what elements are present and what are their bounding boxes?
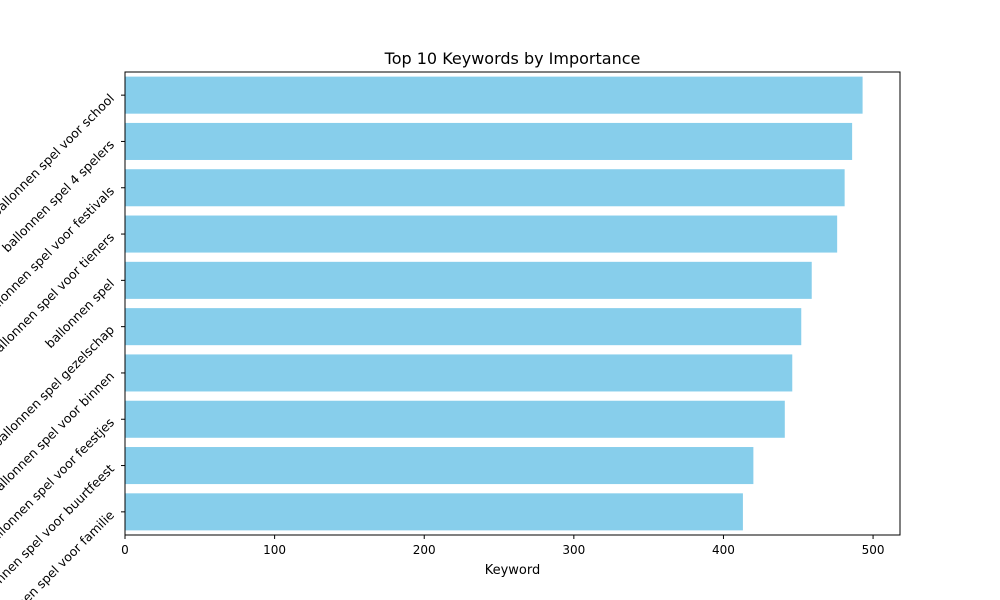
x-tick-label: 0 xyxy=(121,543,129,557)
bar-1 xyxy=(125,76,863,114)
x-tick-label: 200 xyxy=(413,543,436,557)
bar-5 xyxy=(125,261,812,299)
bar-8 xyxy=(125,400,785,438)
bar-7 xyxy=(125,354,793,392)
bar-6 xyxy=(125,308,802,346)
x-axis-label: Keyword xyxy=(485,563,541,578)
bar-2 xyxy=(125,122,853,160)
x-tick-label: 100 xyxy=(263,543,286,557)
bar-10 xyxy=(125,493,743,531)
x-axis: 0 100 200 300 400 500 xyxy=(121,535,885,557)
x-tick-label: 300 xyxy=(562,543,585,557)
bar-3 xyxy=(125,169,845,207)
x-tick-label: 400 xyxy=(712,543,735,557)
chart-title: Top 10 Keywords by Importance xyxy=(384,49,641,68)
bar-9 xyxy=(125,447,754,485)
bars-group xyxy=(125,76,863,531)
plot-frame xyxy=(124,71,901,536)
bar-4 xyxy=(125,215,838,253)
x-tick-label: 500 xyxy=(862,543,885,557)
